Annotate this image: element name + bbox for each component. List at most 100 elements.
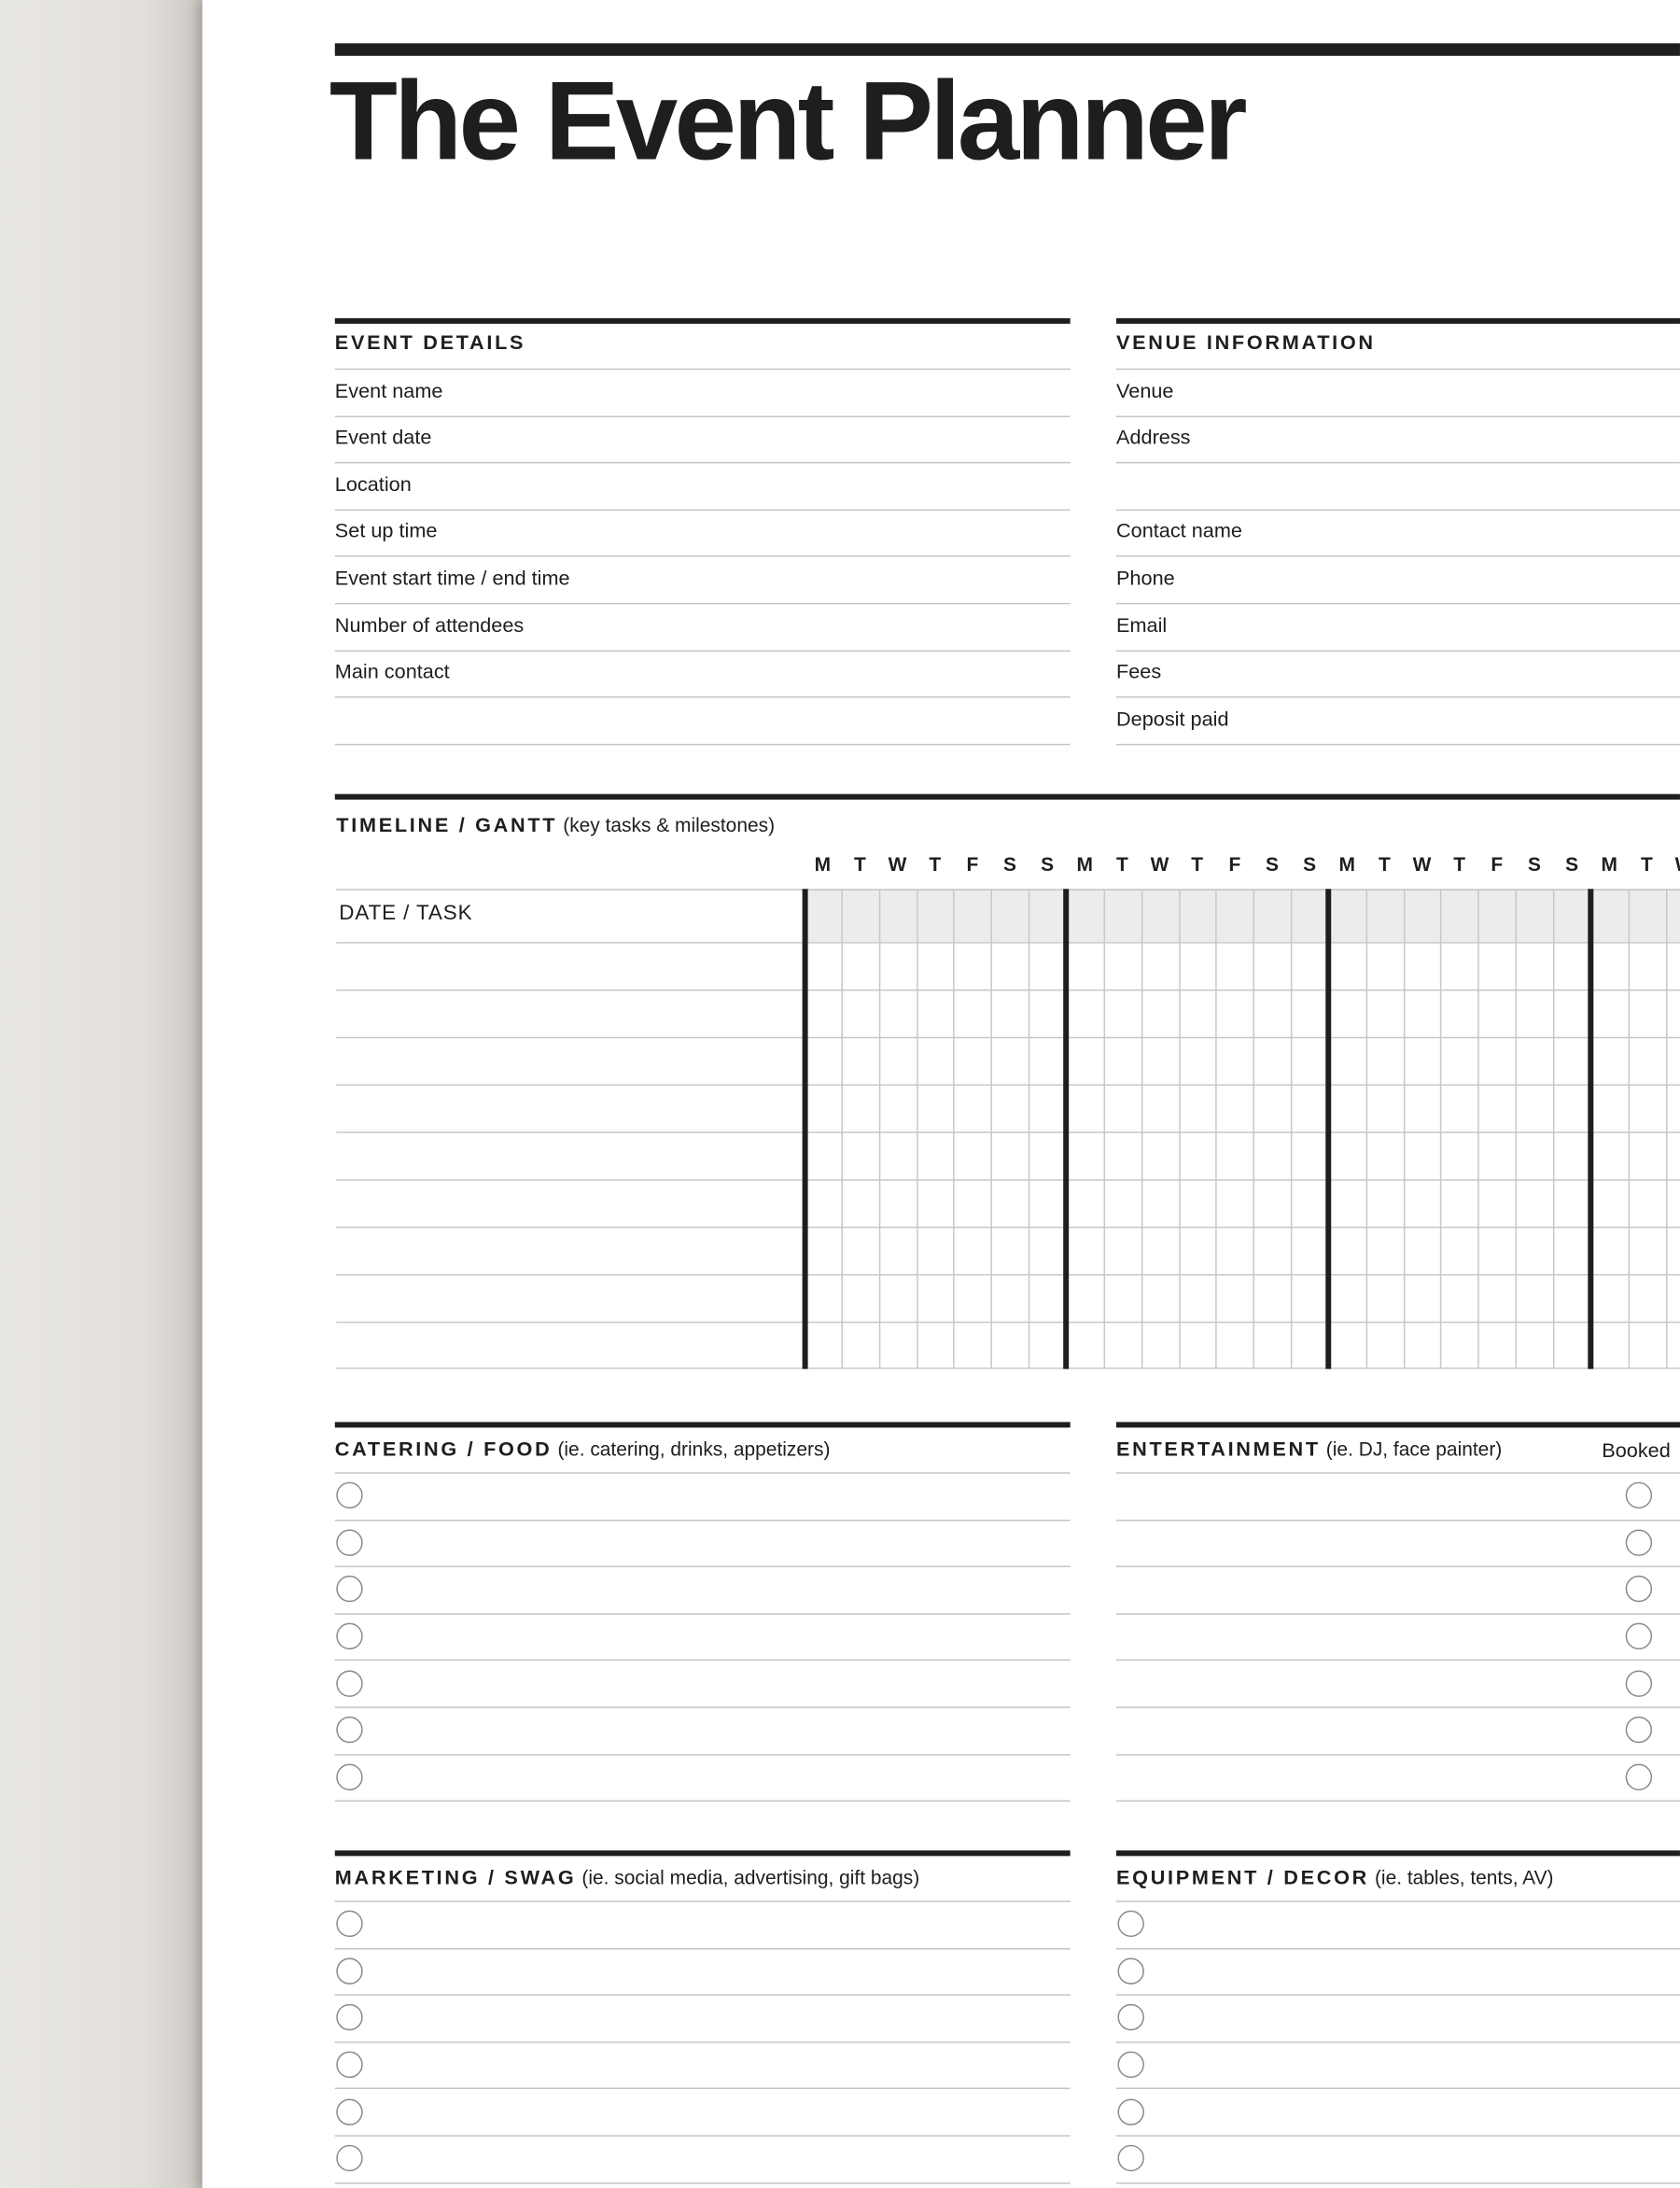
checkbox-circle[interactable] xyxy=(1624,1763,1652,1790)
checkbox-circle[interactable] xyxy=(1116,1957,1144,1985)
checklist-line[interactable] xyxy=(334,1706,1071,1708)
venue-header: VENUE INFORMATION xyxy=(1116,331,1376,355)
checklist-line[interactable] xyxy=(1116,1706,1680,1708)
checklist-line[interactable] xyxy=(334,1994,1071,1997)
task-row-line[interactable] xyxy=(336,1131,1680,1133)
divider xyxy=(1116,1472,1680,1474)
field-line[interactable] xyxy=(1116,650,1680,652)
checkbox-circle[interactable] xyxy=(1624,1716,1652,1744)
field-label: Event name xyxy=(334,380,443,403)
checkbox-circle[interactable] xyxy=(335,1910,362,1938)
checklist-line[interactable] xyxy=(334,1519,1071,1521)
checklist-line[interactable] xyxy=(1116,2088,1680,2090)
day-header: W xyxy=(1412,852,1432,876)
task-row-line[interactable] xyxy=(336,942,1680,944)
checkbox-circle[interactable] xyxy=(335,1957,362,1985)
field-label: Contact name xyxy=(1116,521,1242,544)
field-label: Event date xyxy=(334,427,432,450)
checklist-line[interactable] xyxy=(1116,1612,1680,1615)
field-line[interactable] xyxy=(1116,509,1680,511)
checklist-line[interactable] xyxy=(1116,2135,1680,2137)
day-header: T xyxy=(1191,852,1204,876)
checklist-line[interactable] xyxy=(1116,1753,1680,1756)
top-rule xyxy=(334,43,1680,56)
planner-page xyxy=(202,0,1680,2188)
checklist-line[interactable] xyxy=(334,1660,1071,1662)
task-row-line[interactable] xyxy=(336,1321,1680,1324)
checkbox-circle[interactable] xyxy=(335,2144,362,2172)
checkbox-circle[interactable] xyxy=(1624,1576,1652,1603)
checklist-line[interactable] xyxy=(1116,1660,1680,1662)
checkbox-circle[interactable] xyxy=(1624,1622,1652,1649)
task-row-line[interactable] xyxy=(336,989,1680,991)
checkbox-circle[interactable] xyxy=(335,1622,362,1649)
equipment-subtitle: (ie. tables, tents, AV) xyxy=(1374,1865,1554,1888)
checkbox-circle[interactable] xyxy=(335,2004,362,2031)
checklist-line[interactable] xyxy=(334,1565,1071,1568)
checkbox-circle[interactable] xyxy=(335,2051,362,2078)
field-line[interactable] xyxy=(334,462,1071,464)
checkbox-circle[interactable] xyxy=(1624,1529,1652,1556)
checklist-line[interactable] xyxy=(1116,1565,1680,1568)
checklist-line[interactable] xyxy=(1116,1994,1680,1997)
checklist-line[interactable] xyxy=(1116,2041,1680,2043)
task-row-line[interactable] xyxy=(336,1084,1680,1087)
checkbox-circle[interactable] xyxy=(335,1669,362,1697)
field-line[interactable] xyxy=(1116,743,1680,746)
checkbox-circle[interactable] xyxy=(335,1481,362,1509)
day-header: F xyxy=(966,852,979,876)
field-line[interactable] xyxy=(334,696,1071,698)
checklist-line[interactable] xyxy=(334,1800,1071,1802)
day-column-line xyxy=(1290,889,1293,1369)
checklist-line[interactable] xyxy=(334,2088,1071,2090)
field-line[interactable] xyxy=(1116,414,1680,417)
task-row-line[interactable] xyxy=(336,1036,1680,1039)
checklist-line[interactable] xyxy=(334,2041,1071,2043)
checkbox-circle[interactable] xyxy=(335,1576,362,1603)
checkbox-circle[interactable] xyxy=(1116,2097,1144,2125)
checkbox-circle[interactable] xyxy=(335,1716,362,1744)
day-header: T xyxy=(1640,852,1653,876)
day-column-line xyxy=(1477,889,1480,1369)
checkbox-circle[interactable] xyxy=(1116,2144,1144,2172)
task-row-line[interactable] xyxy=(336,1179,1680,1181)
checklist-line[interactable] xyxy=(334,2135,1071,2137)
checklist-line[interactable] xyxy=(1116,2181,1680,2184)
field-line[interactable] xyxy=(1116,696,1680,698)
checklist-line[interactable] xyxy=(1116,1519,1680,1521)
field-line[interactable] xyxy=(334,555,1071,558)
checkbox-circle[interactable] xyxy=(335,2097,362,2125)
checklist-line[interactable] xyxy=(1116,1947,1680,1949)
checkbox-circle[interactable] xyxy=(1624,1481,1652,1509)
checkbox-circle[interactable] xyxy=(335,1763,362,1790)
task-row-line[interactable] xyxy=(336,1273,1680,1276)
field-line[interactable] xyxy=(334,602,1071,605)
day-column-line xyxy=(841,889,843,1369)
checkbox-circle[interactable] xyxy=(335,1529,362,1556)
day-header: M xyxy=(1076,852,1093,876)
task-row-line[interactable] xyxy=(336,889,1680,891)
checklist-line[interactable] xyxy=(334,1947,1071,1949)
field-line[interactable] xyxy=(1116,462,1680,464)
divider xyxy=(1116,1900,1680,1902)
checkbox-circle[interactable] xyxy=(1116,1910,1144,1938)
checkbox-circle[interactable] xyxy=(1116,2051,1144,2078)
field-line[interactable] xyxy=(334,414,1071,417)
checklist-line[interactable] xyxy=(334,1753,1071,1756)
checkbox-circle[interactable] xyxy=(1116,2004,1144,2031)
field-line[interactable] xyxy=(334,743,1071,746)
checklist-line[interactable] xyxy=(1116,1800,1680,1802)
field-line[interactable] xyxy=(334,650,1071,652)
field-line[interactable] xyxy=(1116,555,1680,558)
checklist-line[interactable] xyxy=(334,1612,1071,1615)
divider xyxy=(334,1900,1071,1902)
marble-background xyxy=(0,0,210,2188)
field-label: Location xyxy=(334,473,412,497)
checkbox-circle[interactable] xyxy=(1624,1669,1652,1697)
field-line[interactable] xyxy=(1116,602,1680,605)
day-column-line xyxy=(1103,889,1105,1369)
field-line[interactable] xyxy=(334,509,1071,511)
checklist-line[interactable] xyxy=(334,2181,1071,2184)
day-header: W xyxy=(1150,852,1169,876)
